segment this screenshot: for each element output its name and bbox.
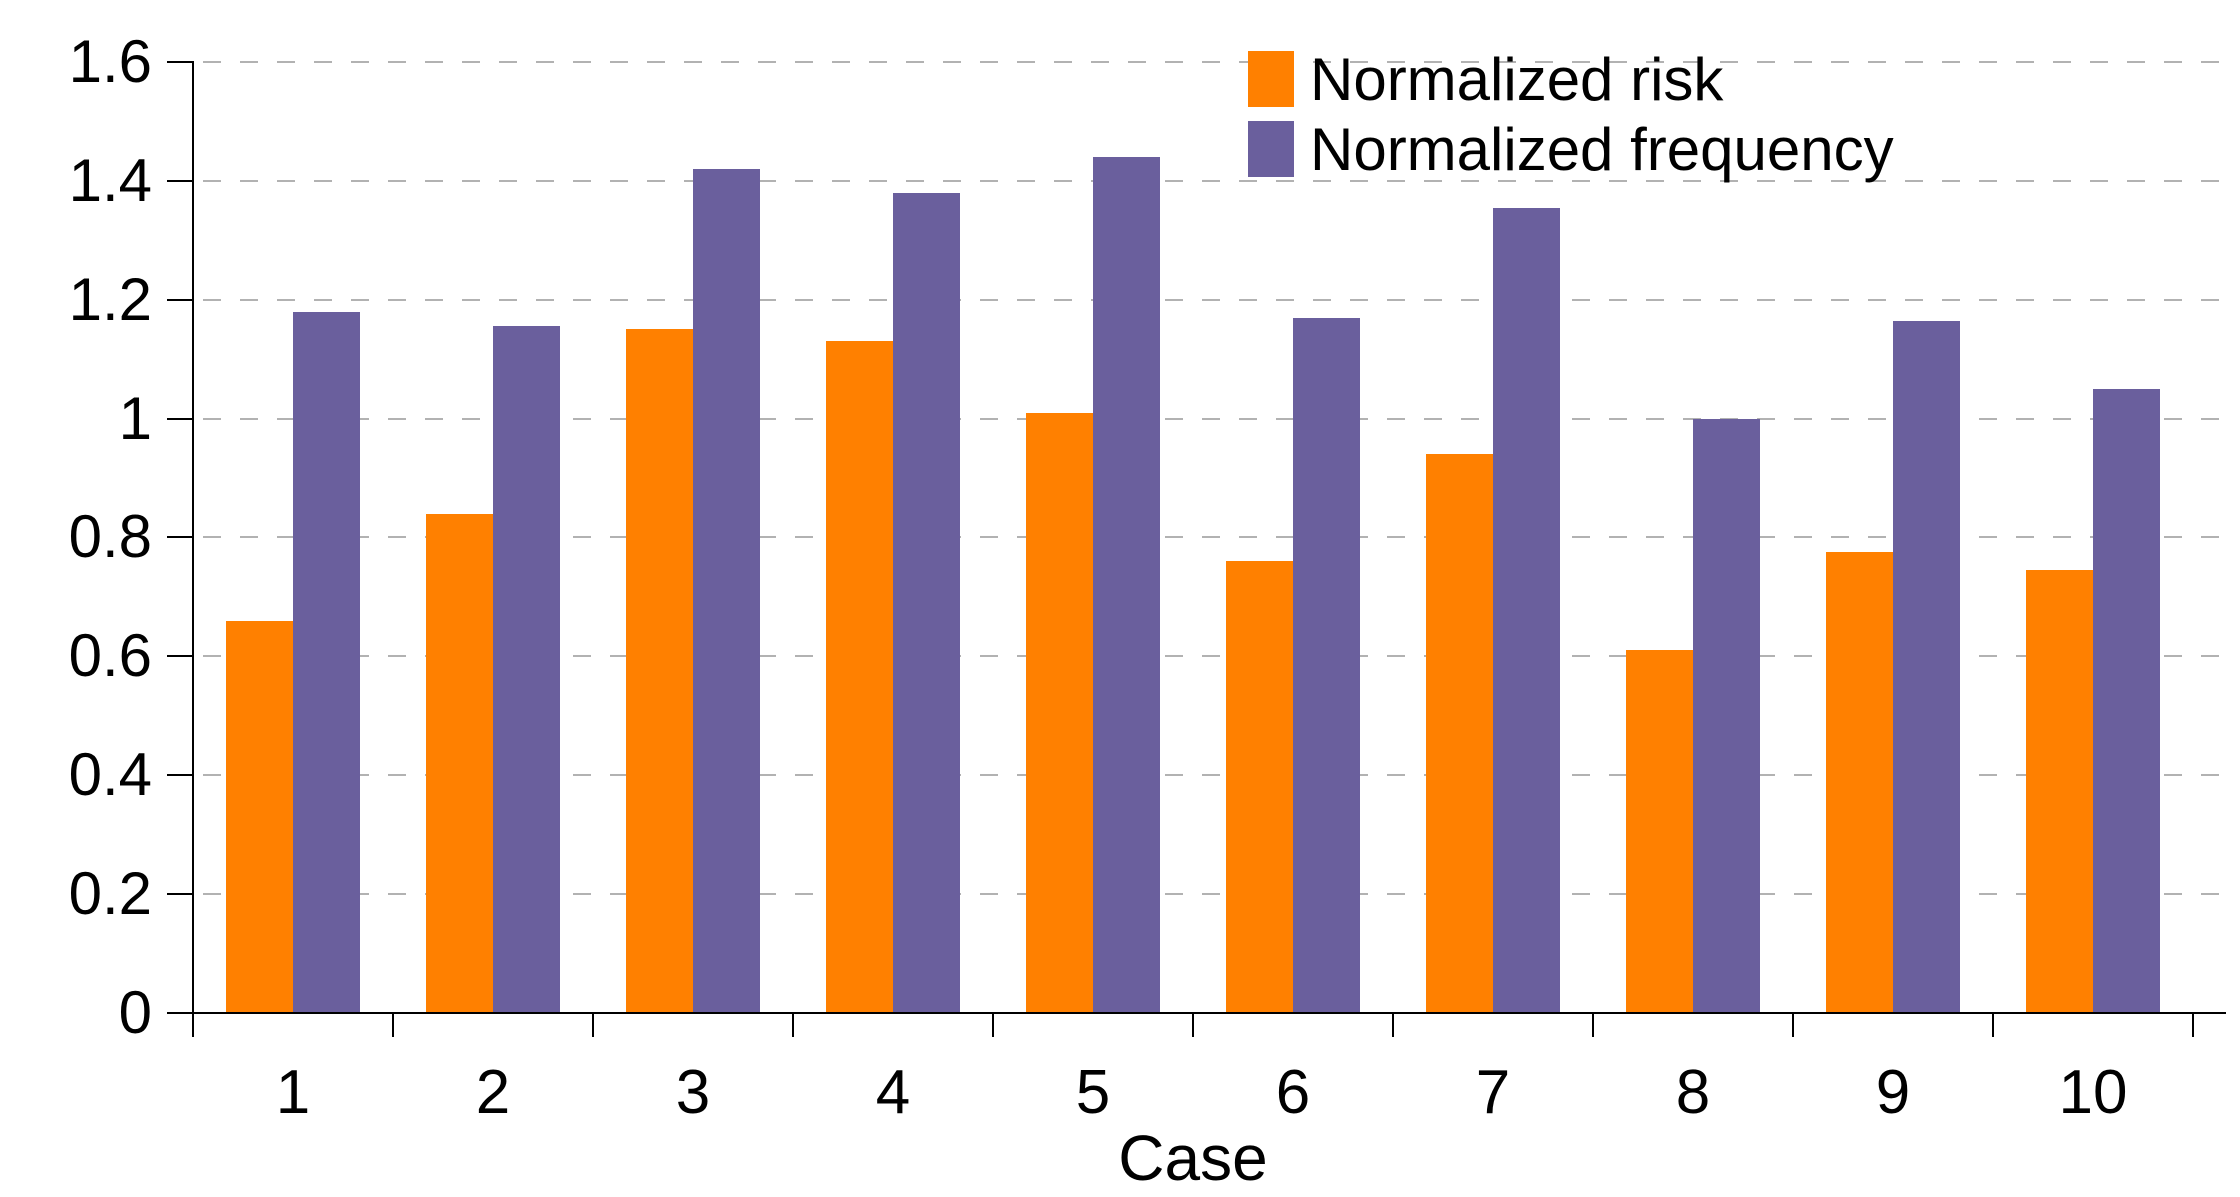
y-tick-1.6	[167, 60, 193, 63]
x-tick-9	[1992, 1013, 1994, 1037]
gridline-y-1.6	[203, 60, 2226, 63]
y-tick-label-0.8: 0.8	[68, 503, 152, 571]
bar-normalized-risk-case-4	[826, 341, 893, 1013]
x-tick-5	[1192, 1013, 1194, 1037]
x-category-label-1: 1	[275, 1058, 311, 1127]
y-tick-label-0: 0	[118, 979, 152, 1046]
x-category-label-6: 6	[1275, 1058, 1311, 1127]
y-tick-label-1.2: 1.2	[68, 265, 152, 333]
x-tick-8	[1792, 1013, 1794, 1037]
legend-swatch-risk-icon	[1248, 51, 1294, 107]
y-tick-0	[167, 1012, 193, 1014]
gridline-y-0.6	[203, 655, 2226, 658]
bar-normalized-frequency-case-2	[493, 326, 560, 1013]
x-tick-6	[1392, 1013, 1394, 1037]
x-category-label-5: 5	[1075, 1058, 1111, 1127]
x-tick-4	[992, 1013, 994, 1037]
y-tick-0.4	[167, 774, 193, 777]
legend-label-normalized-risk: Normalized risk	[1310, 45, 1724, 113]
x-category-label-8: 8	[1675, 1058, 1711, 1127]
y-tick-label-0.4: 0.4	[68, 741, 152, 809]
bar-normalized-frequency-case-4	[893, 192, 960, 1013]
bar-normalized-risk-case-7	[1426, 454, 1493, 1013]
bar-normalized-risk-case-1	[226, 620, 293, 1013]
bar-normalized-frequency-case-3	[693, 168, 760, 1013]
bar-normalized-frequency-case-9	[1893, 320, 1960, 1013]
legend-label-normalized-frequency: Normalized frequency	[1310, 115, 1894, 183]
x-category-label-2: 2	[475, 1058, 511, 1127]
bar-normalized-risk-case-9	[1826, 552, 1893, 1013]
y-tick-label-0.6: 0.6	[68, 622, 152, 690]
x-category-label-9: 9	[1875, 1058, 1911, 1127]
y-tick-1	[167, 417, 193, 420]
x-tick-3	[792, 1013, 794, 1037]
y-tick-0.2	[167, 893, 193, 896]
bar-normalized-risk-case-8	[1626, 650, 1693, 1013]
legend-item-normalized-risk: Normalized risk	[1248, 44, 1894, 114]
y-tick-0.8	[167, 536, 193, 539]
y-axis-line	[192, 60, 194, 1037]
gridline-y-0.8	[203, 536, 2226, 539]
gridline-y-0.2	[203, 893, 2226, 896]
bar-normalized-frequency-case-5	[1093, 157, 1160, 1013]
y-tick-label-1.6: 1.6	[68, 27, 152, 95]
gridline-y-1.4	[203, 179, 2226, 182]
legend-item-normalized-frequency: Normalized frequency	[1248, 114, 1894, 184]
bar-normalized-risk-case-3	[626, 329, 693, 1013]
gridline-y-1.2	[203, 298, 2226, 301]
y-tick-label-1: 1	[118, 384, 152, 452]
bar-normalized-risk-case-5	[1026, 412, 1093, 1013]
x-category-label-3: 3	[675, 1058, 711, 1127]
x-tick-10	[2192, 1013, 2194, 1037]
bar-normalized-risk-case-10	[2026, 570, 2093, 1013]
legend-swatch-frequency-icon	[1248, 121, 1294, 177]
bar-normalized-frequency-case-8	[1693, 418, 1760, 1013]
x-category-label-7: 7	[1475, 1058, 1511, 1127]
y-tick-1.2	[167, 298, 193, 301]
y-tick-1.4	[167, 179, 193, 182]
x-axis-title: Case	[1118, 1122, 1268, 1194]
bar-normalized-risk-case-6	[1226, 561, 1293, 1013]
bar-normalized-frequency-case-1	[293, 311, 360, 1013]
x-tick-1	[392, 1013, 394, 1037]
x-category-label-4: 4	[875, 1058, 911, 1127]
gridline-y-1	[203, 417, 2226, 420]
x-category-label-10: 10	[2058, 1058, 2128, 1127]
bar-normalized-frequency-case-7	[1493, 207, 1560, 1013]
legend: Normalized risk Normalized frequency	[1248, 44, 1894, 184]
bar-normalized-frequency-case-6	[1293, 317, 1360, 1013]
x-tick-2	[592, 1013, 594, 1037]
y-tick-label-1.4: 1.4	[68, 146, 152, 214]
y-tick-0.6	[167, 655, 193, 658]
x-axis-line	[193, 1012, 2226, 1014]
x-tick-0	[192, 1013, 194, 1037]
gridline-y-0.4	[203, 774, 2226, 777]
bar-normalized-risk-case-2	[426, 513, 493, 1013]
y-tick-label-0.2: 0.2	[68, 860, 152, 928]
x-tick-7	[1592, 1013, 1594, 1037]
bar-normalized-frequency-case-10	[2093, 388, 2160, 1013]
